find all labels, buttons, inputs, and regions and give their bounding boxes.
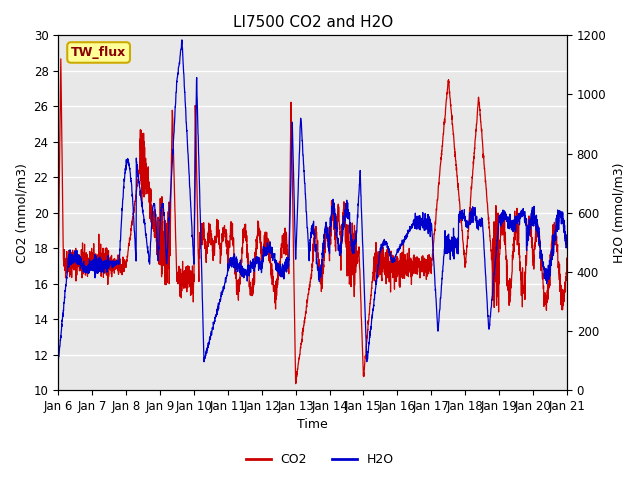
Y-axis label: H2O (mmol/m3): H2O (mmol/m3) [612, 162, 625, 263]
H2O [54, 359, 62, 365]
Text: TW_flux: TW_flux [71, 46, 126, 59]
Line: H2O: H2O [58, 40, 567, 362]
CO2 [54, 264, 62, 269]
CO2 [554, 245, 561, 251]
H2O [554, 212, 561, 218]
Title: LI7500 CO2 and H2O: LI7500 CO2 and H2O [232, 15, 393, 30]
CO2 [272, 306, 280, 312]
CO2 [143, 185, 150, 191]
H2O [113, 261, 120, 267]
H2O [250, 258, 257, 264]
CO2 [292, 381, 300, 386]
CO2 [57, 56, 65, 62]
Y-axis label: CO2 (mmol/m3): CO2 (mmol/m3) [15, 163, 28, 263]
X-axis label: Time: Time [297, 419, 328, 432]
CO2 [563, 266, 571, 272]
Line: CO2: CO2 [58, 59, 567, 384]
CO2 [499, 221, 506, 227]
H2O [563, 234, 571, 240]
CO2 [113, 258, 120, 264]
H2O [272, 261, 280, 266]
H2O [178, 37, 186, 43]
Legend: CO2, H2O: CO2, H2O [241, 448, 399, 471]
CO2 [250, 285, 257, 290]
H2O [499, 220, 506, 226]
H2O [143, 235, 150, 241]
